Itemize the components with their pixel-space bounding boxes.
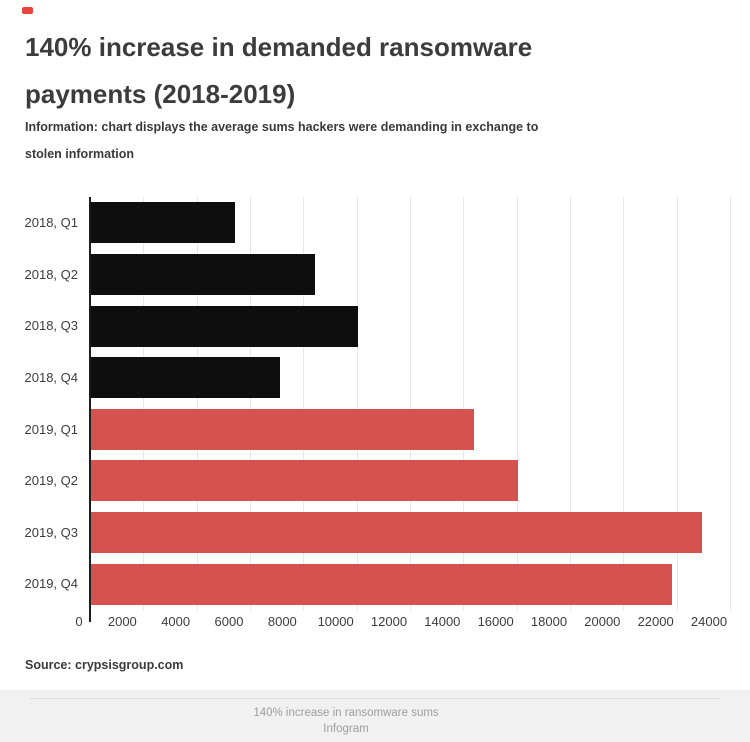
x-tick-label: 16000 [477,614,514,629]
gridline [463,197,465,610]
gridline [303,197,305,610]
bar[interactable] [91,202,235,244]
bar[interactable] [91,357,281,399]
chart-title-line2: payments (2018-2019) [25,79,296,109]
gridline [410,197,411,610]
x-tick-label: 4000 [161,614,191,629]
x-tick-label: 14000 [424,614,461,629]
x-tick-label: 18000 [530,614,568,629]
bar[interactable] [91,305,358,347]
gridline [196,197,198,610]
bar[interactable] [91,408,474,450]
infogram-link[interactable]: Infogram [323,723,369,735]
x-tick-label: 12000 [370,614,408,629]
source-note: Source: crypsisgroup.com [25,658,184,672]
footer-attribution: 140% increase in ransomware sums Infogra… [0,705,692,737]
x-tick-label: 10000 [317,614,354,629]
gridline [356,197,358,610]
y-axis-label: 2019, Q2 [24,473,79,489]
y-axis-label: 2018, Q4 [24,369,79,385]
y-axis-label: 2018, Q3 [24,318,79,334]
footer-bar: 140% increase in ransomware sums Infogra… [0,690,750,742]
gridline [250,197,251,610]
chart-subtitle-line1: Information: chart displays the average … [25,120,539,134]
x-tick-label: 22000 [637,614,674,629]
gridline [143,197,145,610]
y-axis-baseline [89,197,91,622]
y-axis-label: 2019, Q1 [24,421,79,437]
x-tick-label: 8000 [267,614,297,629]
footer-divider [30,698,720,699]
footer-chart-name: 140% increase in ransomware sums [253,707,439,719]
bar[interactable] [91,512,702,554]
x-tick-label: 6000 [214,614,244,629]
plot-area [90,197,738,610]
gridline [623,197,625,610]
x-tick-label: 0 [75,614,83,629]
bar[interactable] [91,460,518,502]
y-axis-label: 2018, Q1 [24,215,79,230]
bar-chart: 2018, Q1 2018, Q2 2018, Q3 2018, Q4 2019, Q1… [24,197,750,632]
y-axis-label: 2018, Q2 [24,266,79,282]
chart-title: 140% increase in demanded ransomware paym… [25,24,665,118]
gridline [570,197,571,610]
gridline [516,197,518,610]
bar[interactable] [91,253,315,295]
gridline [676,197,678,610]
chart-title-line1: 140% increase in demanded ransomware [25,32,533,62]
gridline [730,197,731,610]
chart-subtitle: Information: chart displays the average … [25,114,665,168]
x-tick-label: 24000 [690,614,728,629]
chart-subtitle-line2: stolen information [25,147,135,161]
y-axis-label: 2019, Q3 [24,524,79,540]
red-marker-icon [22,7,33,14]
x-axis: 0 2000 4000 6000 8000 10000 12000 14000 16000 180… [75,612,750,632]
x-tick-label: 20000 [584,614,621,629]
y-axis-label: 2019, Q4 [24,576,79,592]
x-tick-label: 2000 [107,614,137,629]
bar[interactable] [91,563,673,605]
